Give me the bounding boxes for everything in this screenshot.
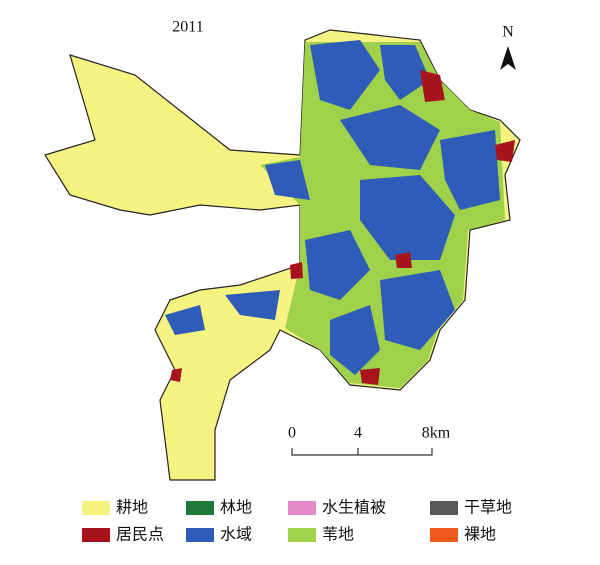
scale-label: 0 bbox=[288, 425, 296, 442]
legend-swatch bbox=[288, 528, 316, 542]
scale-bar bbox=[291, 448, 433, 456]
legend-label: 干草地 bbox=[464, 498, 512, 517]
legend-label: 裸地 bbox=[464, 525, 496, 544]
scale-label: 8km bbox=[422, 425, 451, 442]
map-year: 2011 bbox=[172, 19, 203, 36]
legend-label: 水生植被 bbox=[322, 498, 386, 517]
legend-swatch bbox=[82, 528, 110, 542]
north-label: N bbox=[502, 24, 514, 41]
legend-label: 耕地 bbox=[116, 498, 148, 517]
legend-swatch bbox=[82, 501, 110, 515]
legend-label: 水域 bbox=[220, 525, 252, 544]
legend-swatch bbox=[186, 528, 214, 542]
scale-bar-line bbox=[291, 448, 433, 456]
legend-swatch bbox=[430, 501, 458, 515]
north-arrow: N bbox=[500, 24, 516, 70]
settlements bbox=[170, 70, 515, 385]
legend-swatch bbox=[186, 501, 214, 515]
legend-label: 居民点 bbox=[116, 525, 164, 544]
north-arrow-icon bbox=[500, 46, 516, 70]
scale-labels: 0 4 8km bbox=[288, 425, 451, 442]
legend-label: 苇地 bbox=[322, 525, 354, 544]
legend-swatch bbox=[288, 501, 316, 515]
map bbox=[44, 29, 521, 481]
water-areas bbox=[165, 40, 500, 375]
legend-swatch bbox=[430, 528, 458, 542]
legend-label: 林地 bbox=[220, 498, 252, 517]
scale-label: 4 bbox=[354, 425, 362, 442]
